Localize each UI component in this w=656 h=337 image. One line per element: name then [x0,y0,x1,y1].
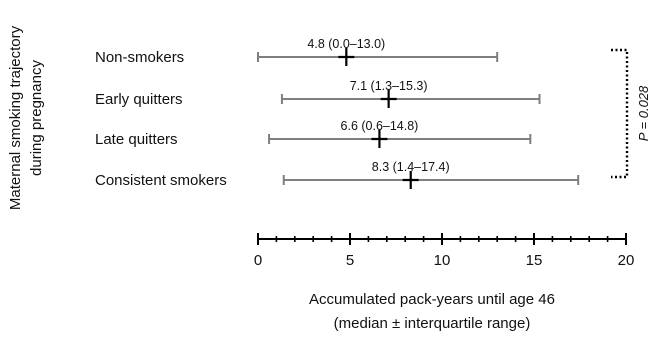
bracket-line [611,48,629,179]
y-axis-title-line-2: during pregnancy [28,60,45,176]
category-label: Late quitters [95,131,178,148]
category-label: Early quitters [95,91,183,108]
significance-bracket: P = 0.028 [611,48,651,179]
tick-label: 20 [618,252,635,269]
row-non-smokers: Non-smokers 4.8 (0.0–13.0) [95,37,499,66]
x-axis-title-line-1: Accumulated pack-years until age 46 [309,291,555,308]
y-axis-title: Maternal smoking trajectory during pregna… [7,25,45,210]
value-label: 6.6 (0.6–14.8) [341,119,419,133]
tick-label: 15 [526,252,543,269]
value-label: 4.8 (0.0–13.0) [307,37,385,51]
tick-label: 10 [434,252,451,269]
tick-label: 5 [346,252,354,269]
y-axis-title-line-1: Maternal smoking trajectory [7,25,24,210]
category-label: Non-smokers [95,49,184,66]
category-label: Consistent smokers [95,172,227,189]
row-consistent-smokers: Consistent smokers 8.3 (1.4–17.4) [95,160,580,189]
row-early-quitters: Early quitters 7.1 (1.3–15.3) [95,79,541,108]
plot-rows: Non-smokers 4.8 (0.0–13.0) Early quitters 7… [95,37,580,189]
p-value-label: P = 0.028 [636,85,651,141]
x-axis-title: Accumulated pack-years until age 46 (medi… [309,291,555,332]
value-label: 8.3 (1.4–17.4) [372,160,450,174]
value-label: 7.1 (1.3–15.3) [350,79,428,93]
tick-label: 0 [254,252,262,269]
row-late-quitters: Late quitters 6.6 (0.6–14.8) [95,119,532,148]
x-axis: 0 5 10 15 20 [254,233,635,269]
x-axis-title-line-2: (median ± interquartile range) [334,315,531,332]
